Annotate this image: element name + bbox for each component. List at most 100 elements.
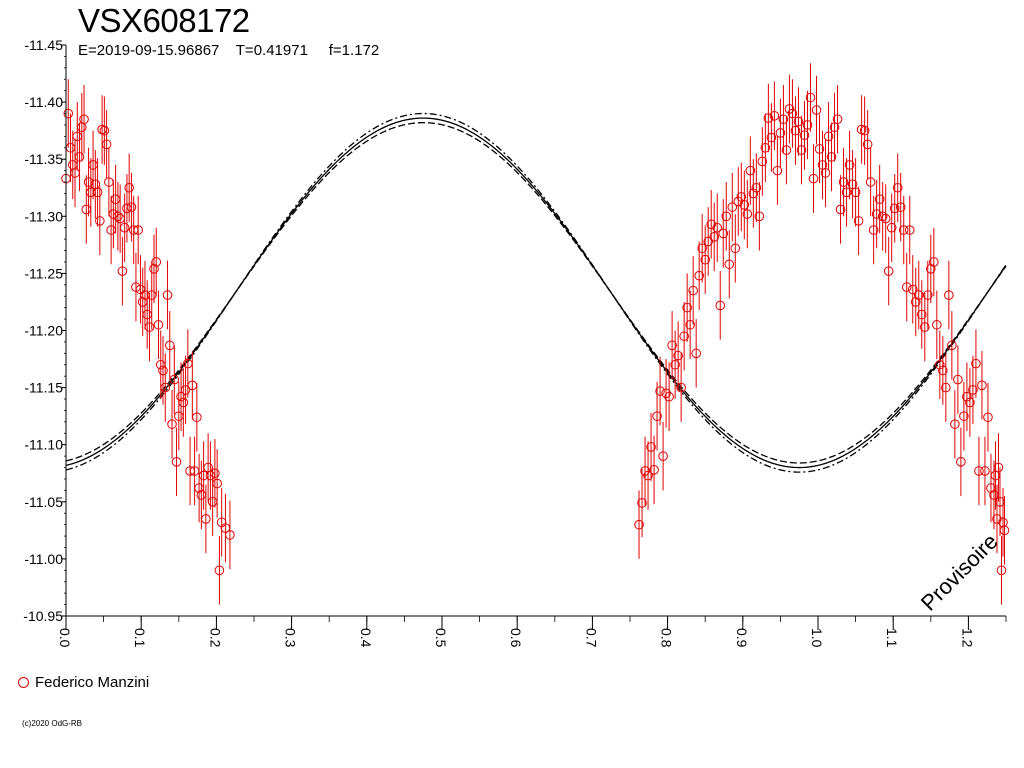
data-point [962,391,972,402]
axes: -11.45 -11.40 -11.35 -11.30 -11.25 -11.20 -11.… [23,37,1007,648]
data-point [844,160,855,170]
data-point [712,222,723,233]
data-point [793,116,804,127]
model-curve-dashdot [65,112,1007,473]
legend: Federico Manzini [18,674,149,691]
data-point [201,514,211,524]
data-point [853,216,864,226]
x-tick-label: 0.5 [433,628,449,648]
data-point [760,142,771,153]
data-point [739,200,750,210]
data-point [932,319,942,330]
data-point [790,125,801,136]
data-point [724,259,735,270]
data-point [79,114,89,125]
model-curve-dashed [65,122,1007,464]
data-point [811,105,822,115]
x-tick-label: 1.1 [884,628,900,648]
data-point [171,457,182,467]
data-point [133,225,143,235]
data-point [673,350,683,361]
data-point [781,145,792,155]
data-point [941,382,951,393]
data-point [643,470,653,481]
y-tick-label: -11.40 [24,94,63,110]
data-point [808,173,819,184]
data-point [965,397,975,408]
data-point [685,319,695,330]
data-point [649,465,659,475]
y-tick-label: -11.20 [24,323,63,339]
data-point [769,111,780,121]
data-point [959,411,969,421]
x-tick-label: 0.8 [659,628,675,648]
data-point [956,457,966,467]
data-point [697,243,707,254]
copyright-text: (c)2020 OdG-RB [22,719,83,728]
data-point [983,412,993,423]
y-tick-label: -11.30 [24,208,63,224]
x-tick-label: 0.2 [207,628,223,648]
data-point [225,530,235,540]
x-tick-label: 0.9 [734,628,750,648]
y-tick-label: -11.05 [24,494,63,510]
y-tick-label: -11.35 [24,151,63,167]
model-curve-solid [65,117,1007,469]
data-point [153,319,164,330]
data-point [850,187,861,198]
data-point [947,340,957,351]
x-tick-label: 0.0 [57,628,73,648]
data-point [706,219,717,230]
y-tick-label: -11.10 [24,437,63,453]
data-point [126,202,137,212]
data-point [877,211,888,222]
data-point [999,525,1010,536]
data-point [694,270,704,281]
data-point [652,411,662,421]
data-point [144,322,155,332]
data-point [944,290,954,300]
data-point [778,114,789,125]
data-points [61,63,1010,605]
data-point [826,152,837,162]
data-point [74,152,85,162]
y-tick-label: -11.45 [24,37,63,53]
data-point [901,282,912,292]
data-point [980,466,990,476]
data-point [214,565,225,576]
data-point [993,462,1004,473]
data-point [935,359,945,370]
data-point [634,519,644,530]
watermark-text: Provisoire [916,529,1003,616]
data-point [953,374,963,385]
data-point [889,203,900,214]
data-point [775,128,786,138]
data-point [682,302,692,313]
data-point [676,382,686,393]
data-point [162,290,173,300]
data-point [160,382,171,393]
data-point [772,165,783,176]
y-tick-label: -11.15 [24,380,63,396]
data-point [721,211,732,222]
x-tick-label: 0.7 [583,628,599,648]
data-point [862,139,873,150]
data-point [835,204,846,215]
data-point [883,266,894,276]
data-point [655,386,665,396]
data-point [907,284,918,295]
data-point [99,125,110,136]
data-point [802,120,813,130]
data-point [971,358,981,369]
data-point [700,254,711,265]
data-point [880,213,891,224]
legend-marker-icon [18,677,29,688]
data-point [950,419,960,429]
data-point [968,385,978,395]
data-point [703,236,714,247]
data-point [922,290,933,300]
data-point [715,300,726,311]
data-point [178,397,189,408]
x-tick-label: 0.3 [283,628,299,648]
data-point [718,228,729,239]
